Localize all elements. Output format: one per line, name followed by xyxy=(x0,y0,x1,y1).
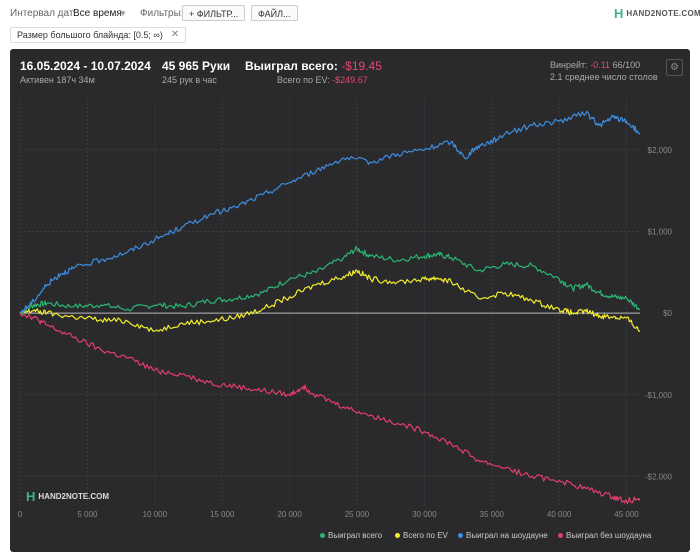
x-tick-label: 40 000 xyxy=(547,510,572,519)
filter-button-label: ФИЛЬТР... xyxy=(196,9,239,19)
toolbar: Интервал дат: Все время ▼ Фильтры: + ФИЛ… xyxy=(0,0,700,26)
hands-count: 45 965 Руки xyxy=(162,59,231,73)
filter-button[interactable]: + ФИЛЬТР... xyxy=(182,5,246,21)
filter-chip: Размер большого блайнда: [0.5; ∞) ✕ xyxy=(10,27,187,43)
legend-label: Выиграл на шоудауне xyxy=(466,531,548,540)
winrate-rest: 66/100 xyxy=(612,60,641,70)
total-ev: Всего по EV: -$249.67 xyxy=(277,75,368,85)
total-ev-label: Всего по EV: xyxy=(277,75,330,85)
legend-dot-icon xyxy=(458,533,463,539)
total-won-value: -$19.45 xyxy=(341,59,382,73)
y-tick-label: $0 xyxy=(663,309,672,318)
legend-dot-icon xyxy=(395,533,400,539)
legend-label: Выиграл без шоудауна xyxy=(566,531,652,540)
legend-dot-icon xyxy=(320,533,325,539)
winrate-value: -0.11 xyxy=(590,60,611,70)
date-range: 16.05.2024 - 10.07.2024 xyxy=(20,59,151,73)
x-tick-label: 5 000 xyxy=(77,510,98,519)
file-button[interactable]: ФАЙЛ... xyxy=(251,5,298,21)
logo-text: HAND2NOTE.COM xyxy=(626,8,700,18)
winrate: Винрейт: -0.11 66/100 xyxy=(550,60,640,70)
watermark: H HAND2NOTE.COM xyxy=(26,489,109,504)
interval-label: Интервал дат: xyxy=(10,8,77,19)
legend-item[interactable]: Всего по EV xyxy=(395,531,448,540)
watermark-text: HAND2NOTE.COM xyxy=(38,492,110,501)
graph-panel: 16.05.2024 - 10.07.2024 Активен 187ч 34м… xyxy=(10,49,690,552)
legend-label: Всего по EV xyxy=(403,531,448,540)
legend-item[interactable]: Выиграл на шоудауне xyxy=(458,531,548,540)
close-icon[interactable]: ✕ xyxy=(170,29,180,40)
legend-dot-icon xyxy=(558,533,563,539)
interval-select[interactable]: Все время xyxy=(73,8,122,19)
series-line xyxy=(19,110,641,314)
series-line xyxy=(19,245,641,315)
legend-item[interactable]: Выиграл всего xyxy=(320,531,382,540)
y-tick-label: -$2,000 xyxy=(645,472,673,481)
winrate-label: Винрейт: xyxy=(550,60,588,70)
x-tick-label: 45 000 xyxy=(614,510,639,519)
total-won: Выиграл всего: -$19.45 xyxy=(245,59,382,73)
y-tick-label: -$1,000 xyxy=(645,391,673,400)
filter-chip-label: Размер большого блайнда: [0.5; ∞) xyxy=(17,30,163,40)
y-tick-label: $1,000 xyxy=(648,227,673,236)
legend-item[interactable]: Выиграл без шоудауна xyxy=(558,531,651,540)
x-tick-label: 0 xyxy=(18,510,23,519)
gear-icon[interactable]: ⚙ xyxy=(666,59,683,76)
legend-label: Выиграл всего xyxy=(328,531,383,540)
series-line xyxy=(19,312,641,505)
x-tick-label: 15 000 xyxy=(210,510,235,519)
hands-per-hour: 245 рук в час xyxy=(162,75,217,85)
x-tick-label: 35 000 xyxy=(480,510,505,519)
y-tick-label: $2,000 xyxy=(648,146,673,155)
plus-icon: + xyxy=(189,9,195,19)
x-tick-label: 20 000 xyxy=(277,510,302,519)
x-tick-label: 10 000 xyxy=(143,510,168,519)
avg-tables: 2.1 среднее число столов xyxy=(550,72,658,82)
series-line xyxy=(20,269,641,332)
total-ev-value: -$249.67 xyxy=(332,75,368,85)
watermark-logo-icon: H xyxy=(26,489,36,504)
active-time: Активен 187ч 34м xyxy=(20,75,95,85)
total-won-label: Выиграл всего: xyxy=(245,59,338,73)
x-tick-label: 25 000 xyxy=(345,510,370,519)
chevron-down-icon[interactable]: ▼ xyxy=(119,9,127,18)
profit-chart: 0 5 000 10 000 15 000 20 000 25 000 30 000 35 0… xyxy=(18,99,673,519)
logo-icon: H xyxy=(614,5,624,21)
filters-label: Фильтры: xyxy=(140,8,184,19)
x-tick-label: 30 000 xyxy=(412,510,437,519)
logo: H HAND2NOTE.COM xyxy=(614,5,700,21)
